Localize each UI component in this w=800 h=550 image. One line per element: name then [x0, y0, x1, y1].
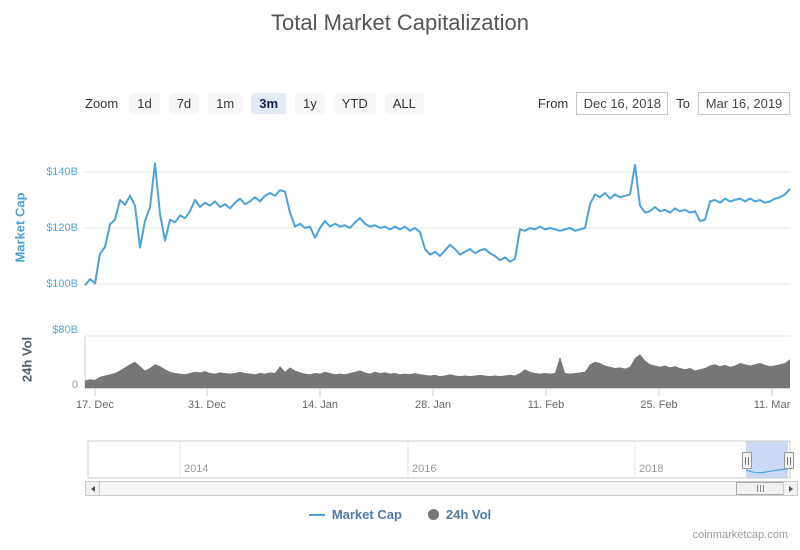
- mc-ytick-label: $100B: [46, 278, 78, 290]
- vol-ytick-label: $80B: [52, 324, 78, 336]
- from-label: From: [537, 96, 569, 111]
- zoom-button-all[interactable]: ALL: [384, 93, 424, 114]
- vol-ytick-label: 0: [71, 379, 78, 391]
- zoom-button-1d[interactable]: 1d: [129, 93, 160, 114]
- range-selector: Zoom 1d 7d 1m 3m 1y YTD ALL From To: [85, 90, 790, 117]
- watermark: coinmarketcap.com: [692, 529, 788, 541]
- mc-ytick-label: $140B: [46, 166, 78, 178]
- zoom-button-1y[interactable]: 1y: [295, 93, 325, 114]
- left-triangle-icon: [88, 485, 95, 492]
- right-triangle-icon: [788, 485, 796, 492]
- zoom-button-7d[interactable]: 7d: [168, 93, 200, 114]
- navigator-year-label: 2016: [412, 463, 437, 475]
- legend-label: 24h Vol: [445, 507, 492, 522]
- market-cap-line-series[interactable]: [84, 162, 791, 287]
- navigator-handle-left[interactable]: [742, 452, 752, 469]
- volume-area-series[interactable]: [85, 354, 790, 388]
- zoom-button-1m[interactable]: 1m: [208, 93, 243, 114]
- scrollbar-track[interactable]: [85, 481, 798, 496]
- from-date-input[interactable]: [576, 92, 669, 115]
- to-label: To: [676, 96, 690, 111]
- line-marker-icon: [308, 513, 325, 516]
- to-date-input[interactable]: [698, 92, 790, 115]
- navigator-handle-right[interactable]: [784, 452, 794, 469]
- handle-grip-icon: [787, 456, 788, 465]
- legend-item-24h-vol[interactable]: 24h Vol: [427, 507, 492, 522]
- handle-grip-icon: [745, 456, 746, 465]
- thumb-grip-icon: [760, 485, 761, 492]
- navigator-series-preview: [745, 468, 789, 474]
- legend-label: Market Cap: [331, 507, 402, 522]
- circle-marker-icon: [427, 509, 439, 520]
- scrollbar-thumb[interactable]: [736, 482, 785, 495]
- x-axis-label: 28. Jan: [414, 399, 452, 411]
- thumb-grip-icon: [763, 485, 764, 492]
- scrollbar-right-arrow[interactable]: [783, 482, 797, 495]
- chart-canvas[interactable]: [0, 0, 800, 500]
- zoom-label: Zoom: [85, 96, 119, 111]
- x-axis-label: 17. Dec: [76, 399, 114, 411]
- x-axis-label: 11. Feb: [527, 399, 565, 411]
- legend: Market Cap 24h Vol: [0, 507, 800, 522]
- mc-ytick-label: $120B: [46, 222, 78, 234]
- zoom-button-3m[interactable]: 3m: [251, 93, 287, 114]
- x-axis-label: 31. Dec: [188, 399, 226, 411]
- x-axis-label: 11. Mar: [753, 399, 791, 411]
- zoom-button-ytd[interactable]: YTD: [333, 93, 376, 114]
- handle-grip-icon: [748, 456, 749, 465]
- zoom-button-group: Zoom 1d 7d 1m 3m 1y YTD ALL: [85, 93, 424, 114]
- legend-item-market-cap[interactable]: Market Cap: [308, 507, 402, 522]
- navigator-year-label: 2014: [184, 463, 209, 475]
- scrollbar-left-arrow[interactable]: [86, 482, 100, 495]
- x-axis-label: 14. Jan: [301, 399, 339, 411]
- thumb-grip-icon: [757, 485, 758, 492]
- x-axis-label: 25. Feb: [640, 399, 678, 411]
- navigator-year-label: 2018: [639, 463, 664, 475]
- handle-grip-icon: [790, 456, 791, 465]
- chart-title: Total Market Capitalization: [270, 10, 529, 35]
- date-range-group: From To: [538, 92, 790, 115]
